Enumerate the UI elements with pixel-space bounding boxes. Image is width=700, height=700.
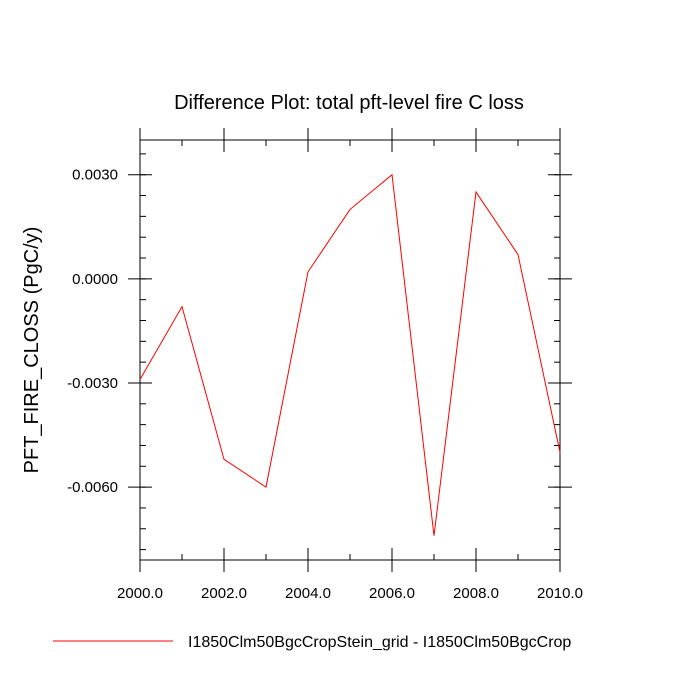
y-tick-label: 0.0000 bbox=[72, 271, 118, 288]
chart-title: Difference Plot: total pft-level fire C … bbox=[174, 92, 524, 114]
legend-label: I1850Clm50BgcCropStein_grid - I1850Clm50… bbox=[188, 634, 571, 651]
x-tick-label: 2004.0 bbox=[285, 585, 331, 602]
y-axis-ticks bbox=[128, 153, 572, 551]
y-tick-label: -0.0060 bbox=[67, 479, 118, 496]
y-tick-label: 0.0030 bbox=[72, 167, 118, 184]
y-axis-label: PFT_FIRE_CLOSS (PgC/y) bbox=[21, 227, 43, 474]
series-line bbox=[139, 173, 561, 536]
plot-frame bbox=[139, 139, 561, 561]
x-tick-label: 2002.0 bbox=[201, 585, 247, 602]
x-axis-ticks bbox=[139, 128, 561, 572]
x-tick-label: 2008.0 bbox=[453, 585, 499, 602]
y-axis-tick-labels: 0.0030 0.0000 -0.0030 -0.0060 bbox=[67, 167, 118, 496]
y-tick-label: -0.0030 bbox=[67, 375, 118, 392]
x-tick-label: 2000.0 bbox=[117, 585, 163, 602]
x-tick-label: 2010.0 bbox=[537, 585, 583, 602]
series-group bbox=[139, 173, 561, 536]
x-axis-tick-labels: 2000.0 2002.0 2004.0 2006.0 2008.0 2010.0 bbox=[117, 585, 583, 602]
x-tick-label: 2006.0 bbox=[369, 585, 415, 602]
legend: I1850Clm50BgcCropStein_grid - I1850Clm50… bbox=[53, 634, 571, 651]
